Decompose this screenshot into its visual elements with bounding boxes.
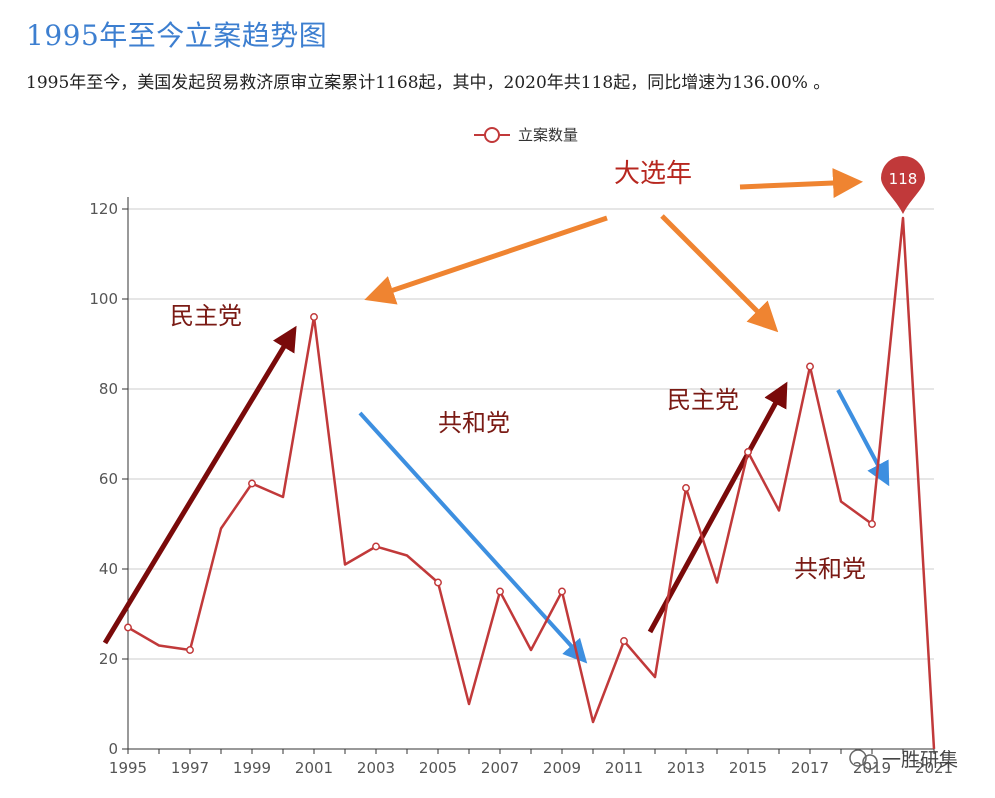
data-point[interactable] [744,448,752,456]
y-tick-label: 60 [99,470,118,488]
pin-label: 118 [889,170,918,188]
x-tick-label: 2005 [419,759,457,777]
x-tick-label: 2003 [357,759,395,777]
arrow-election-left [364,215,608,305]
legend[interactable]: 立案数量 [474,126,578,144]
x-tick-label: 1997 [171,759,209,777]
legend-label: 立案数量 [518,126,578,144]
pin-shape [881,156,925,214]
annotation-democratic-1: 民主党 [170,302,242,330]
max-value-pin: 118 [881,156,925,214]
x-tick-label: 2007 [481,759,519,777]
grid-lines [128,208,934,660]
watermark: 一胜研集 [849,749,958,771]
x-tick-labels: 1995 1997 1999 2001 2003 2005 2007 2009 2011 2013… [109,749,953,777]
legend-marker [484,127,500,143]
wechat-icon-2 [862,754,878,770]
data-point[interactable] [186,646,194,654]
axes [127,197,934,750]
data-point[interactable] [372,542,380,551]
data-point[interactable] [310,313,318,321]
arrow-rep-2 [836,389,890,487]
data-point[interactable] [434,578,442,587]
data-point[interactable] [620,637,628,645]
wechat-icon [849,749,867,767]
x-tick-label: 2001 [295,759,333,777]
x-tick-label: 2011 [605,759,643,777]
data-point[interactable] [496,587,504,596]
y-tick-label: 80 [99,380,118,398]
y-tick-label: 100 [89,290,118,308]
y-tick-label: 0 [108,740,118,758]
page-title: 1995年至今立案趋势图 [26,19,328,52]
y-tick-labels: 0 20 40 60 80 100 120 [89,200,128,758]
y-tick-label: 40 [99,560,118,578]
data-point[interactable] [806,362,814,371]
page-subtitle: 1995年至今，美国发起贸易救济原审立案累计1168起，其中，2020年共118… [26,73,831,93]
x-tick-label: 2009 [543,759,581,777]
data-point[interactable] [682,484,690,492]
annotation-republican-1: 共和党 [438,409,510,437]
series-line-path [127,216,936,750]
annotation-election-year: 大选年 [614,159,692,189]
annotation-democratic-2: 民主党 [667,386,739,414]
y-tick-label: 120 [89,200,118,218]
data-point[interactable] [248,479,256,488]
x-tick-label: 2013 [667,759,705,777]
x-tick-label: 2017 [791,759,829,777]
x-tick-label: 1999 [233,759,271,777]
data-point[interactable] [558,587,566,596]
arrow-rep-1 [358,411,588,664]
x-tick-label: 2021 [915,759,953,777]
series-markers [124,313,876,654]
arrow-election-right [660,214,779,333]
watermark-text: 一胜研集 [882,749,958,771]
arrow-dem-1 [102,325,297,645]
arrow-dem-2 [647,381,788,634]
y-tick-label: 20 [99,650,118,668]
arrow-election-pin [739,168,863,199]
annotation-republican-2: 共和党 [794,555,866,583]
data-point[interactable] [124,623,132,632]
x-tick-label: 2015 [729,759,767,777]
series-line [127,216,936,750]
x-tick-label: 1995 [109,759,147,777]
data-point[interactable] [868,520,876,528]
